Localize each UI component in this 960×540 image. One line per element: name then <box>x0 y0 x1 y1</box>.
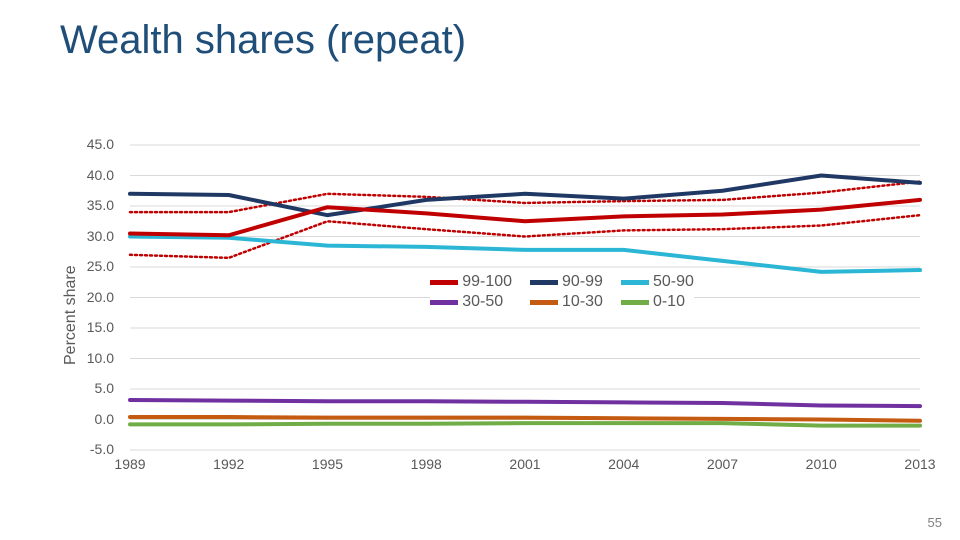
legend-label: 99-100 <box>462 273 512 291</box>
legend-item-s0_10: 0-10 <box>621 293 694 311</box>
y-tick-label: 35.0 <box>74 197 114 213</box>
y-tick-label: -5.0 <box>74 441 114 457</box>
y-tick-label: 15.0 <box>74 319 114 335</box>
wealth-shares-chart: 45.040.035.030.025.020.015.010.05.00.0-5… <box>80 140 930 480</box>
x-tick-label: 2013 <box>904 456 935 472</box>
legend-swatch <box>530 280 558 285</box>
legend-label: 50-90 <box>653 273 694 291</box>
x-tick-label: 1995 <box>312 456 343 472</box>
y-tick-label: 0.0 <box>74 411 114 427</box>
x-tick-label: 1998 <box>411 456 442 472</box>
legend-swatch <box>621 300 649 305</box>
x-tick-label: 2001 <box>509 456 540 472</box>
legend-item-s50_90: 50-90 <box>621 273 694 291</box>
legend-swatch <box>530 300 558 305</box>
y-axis-label: Percent share <box>62 265 80 365</box>
y-tick-label: 45.0 <box>74 136 114 152</box>
page-number: 55 <box>928 515 942 530</box>
legend-item-s10_30: 10-30 <box>530 293 603 311</box>
legend-label: 90-99 <box>562 273 603 291</box>
x-tick-label: 1992 <box>213 456 244 472</box>
legend-swatch <box>430 300 458 305</box>
legend-item-s30_50: 30-50 <box>430 293 512 311</box>
y-tick-label: 40.0 <box>74 167 114 183</box>
legend-item-s99_100: 99-100 <box>430 273 512 291</box>
legend-item-s90_99: 90-99 <box>530 273 603 291</box>
x-tick-label: 2007 <box>707 456 738 472</box>
page-title: Wealth shares (repeat) <box>60 18 466 63</box>
legend-label: 30-50 <box>462 293 503 311</box>
legend-swatch <box>430 280 458 285</box>
legend-label: 10-30 <box>562 293 603 311</box>
legend-swatch <box>621 280 649 285</box>
chart-legend: 99-100 90-99 50-90 30-50 10-30 0-10 <box>430 273 694 311</box>
y-tick-label: 20.0 <box>74 289 114 305</box>
legend-label: 0-10 <box>653 293 685 311</box>
x-tick-label: 1989 <box>114 456 145 472</box>
y-tick-label: 5.0 <box>74 380 114 396</box>
x-tick-label: 2010 <box>806 456 837 472</box>
y-tick-label: 10.0 <box>74 350 114 366</box>
x-tick-label: 2004 <box>608 456 639 472</box>
y-tick-label: 25.0 <box>74 258 114 274</box>
y-tick-label: 30.0 <box>74 228 114 244</box>
